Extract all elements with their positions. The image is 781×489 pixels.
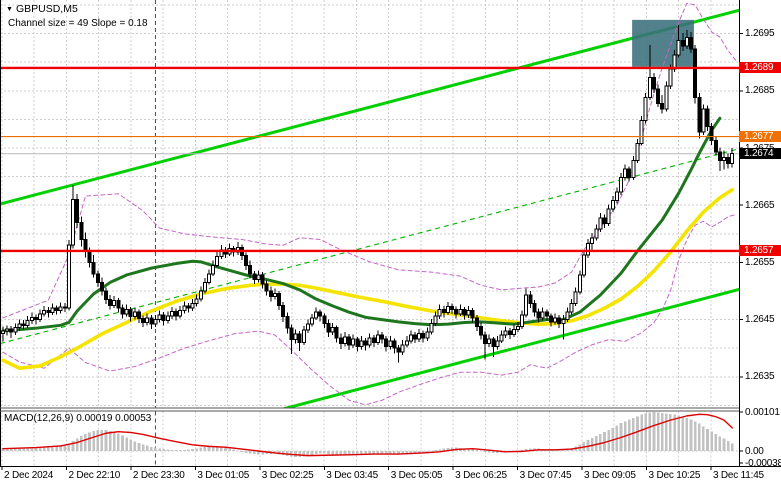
time-axis-label: 3 Dec 09:05: [584, 470, 636, 481]
macd-axis-label: 0.00101: [745, 406, 780, 418]
price-badge: 1.2657: [739, 245, 781, 257]
price-badge: 1.2674: [739, 148, 781, 160]
candlesticks: [1, 25, 735, 363]
time-axis-label: 3 Dec 11:45: [712, 470, 764, 481]
price-axis-label: 1.2655: [745, 256, 775, 268]
price-axis-label: 1.2695: [745, 28, 775, 40]
time-axis-label: 3 Dec 03:45: [326, 470, 378, 481]
price-axis-label: 1.2685: [745, 85, 775, 97]
price-level-lines: [0, 66, 739, 253]
moving-averages: [1, 116, 735, 371]
time-axis-label: 2 Dec 23:30: [132, 470, 185, 481]
time-axis-label: 3 Dec 06:25: [455, 470, 507, 481]
macd-indicator-label: MACD(12,26,9) 0.00019 0.00053: [4, 413, 152, 424]
price-badge: 1.2689: [739, 62, 781, 74]
price-badge: 1.2677: [739, 131, 781, 143]
symbol-title: ▼ GBPUSD,M5: [6, 4, 78, 16]
time-axis-label: 3 Dec 07:45: [519, 470, 572, 481]
channel-indicator-info: Channel size = 49 Slope = 0.18: [8, 18, 148, 29]
time-axis-label: 2 Dec 22:10: [68, 470, 121, 481]
collapse-arrow-icon[interactable]: ▼: [6, 6, 13, 13]
time-axis-label: 3 Dec 02:25: [261, 470, 314, 481]
time-axis-label: 3 Dec 05:05: [390, 470, 443, 481]
price-axis-label: 1.2675: [745, 143, 781, 154]
macd-axis-label: -0.00038: [745, 457, 781, 469]
price-axis-label: 1.2645: [745, 314, 775, 326]
time-axis-label: 2 Dec 2024: [4, 470, 54, 481]
macd-signal-line: [2, 413, 733, 457]
time-axis-label: 3 Dec 01:05: [197, 470, 250, 481]
price-axis-label: 1.2665: [745, 199, 775, 211]
symbol-title-text: GBPUSD,M5: [15, 3, 78, 15]
time-axis-label: 3 Dec 10:25: [648, 470, 701, 481]
macd-axis-label: 0.00: [745, 445, 764, 457]
price-axis-label: 1.2635: [745, 371, 775, 383]
axis-borders: [0, 0, 781, 470]
grid-lines: [0, 0, 739, 466]
bollinger-bands: [2, 2, 737, 406]
